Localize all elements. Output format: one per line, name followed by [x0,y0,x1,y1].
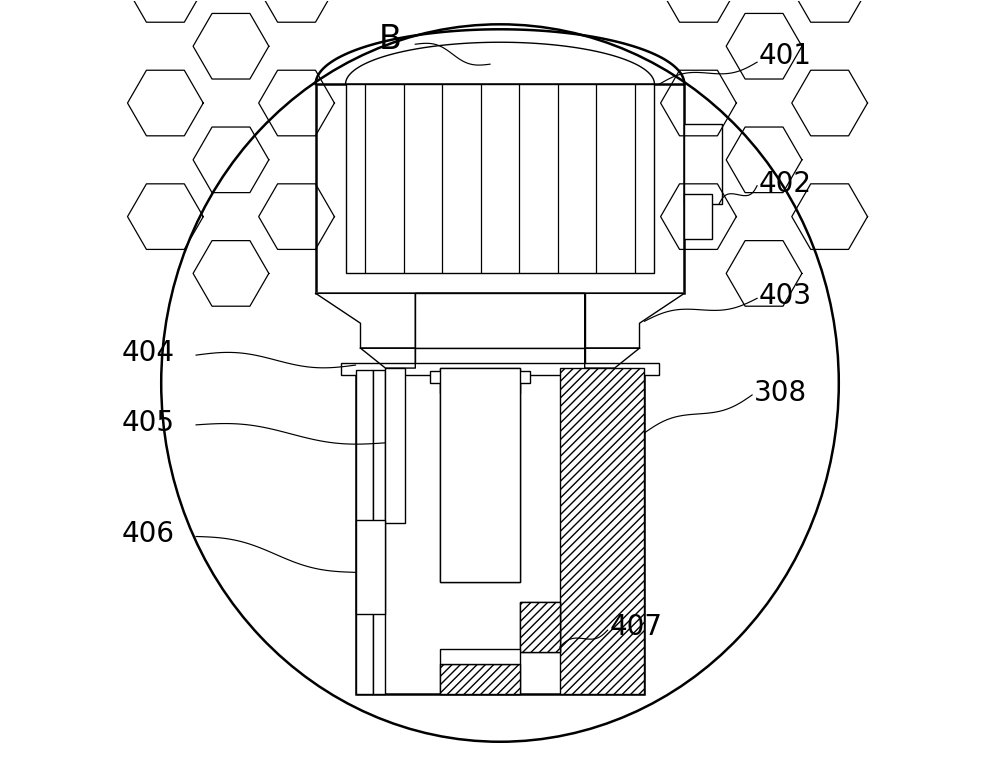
Bar [385,368,405,522]
Bar [356,370,373,694]
Bar [430,371,530,383]
Bar [356,368,644,694]
Text: 401: 401 [759,42,812,70]
Bar [440,368,520,583]
Text: 407: 407 [610,613,663,641]
Bar [316,84,684,294]
Text: 402: 402 [759,170,812,198]
Bar [415,294,585,348]
Polygon shape [585,348,640,368]
Polygon shape [316,294,415,348]
Bar [373,370,385,694]
Bar [440,373,520,393]
Bar [415,348,585,368]
Bar [440,649,520,664]
Text: 405: 405 [121,409,174,437]
Bar [346,84,654,273]
Bar [341,363,659,375]
Ellipse shape [161,24,839,742]
Bar [560,368,644,694]
Text: B: B [379,23,402,56]
Polygon shape [360,348,415,368]
Bar [440,664,520,694]
Text: 308: 308 [754,379,807,407]
Text: 404: 404 [121,339,174,367]
Polygon shape [585,294,684,348]
Bar [520,602,560,652]
Bar [684,193,712,239]
Text: 403: 403 [759,283,812,310]
Bar [440,664,520,694]
Text: 406: 406 [121,521,174,548]
Bar [520,602,560,652]
Bar [684,124,722,204]
Bar [356,520,385,614]
Bar [440,368,520,583]
